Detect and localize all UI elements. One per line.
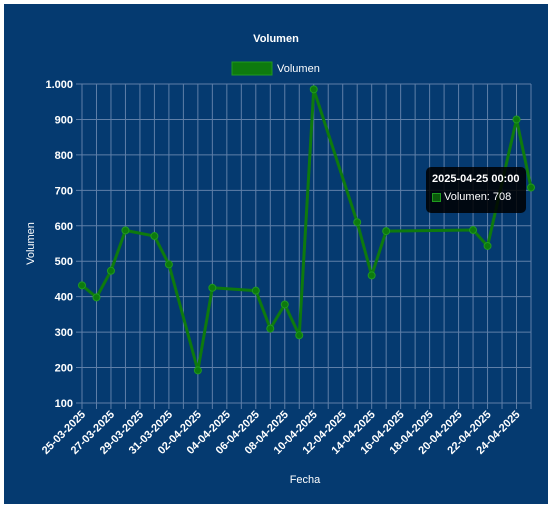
legend-label: Volumen xyxy=(277,63,320,75)
data-point xyxy=(150,232,159,241)
data-point xyxy=(193,366,202,375)
series-line-volumen xyxy=(81,87,533,372)
data-point xyxy=(309,85,318,94)
data-point xyxy=(353,218,362,227)
x-axis-title: Fecha xyxy=(290,474,321,486)
y-tick-label: 200 xyxy=(55,363,73,375)
y-tick-label: 600 xyxy=(55,221,73,233)
y-tick-label: 500 xyxy=(55,256,73,268)
data-point xyxy=(280,300,289,309)
y-tick-label: 900 xyxy=(55,114,73,126)
y-tick-label: 400 xyxy=(55,292,73,304)
data-point xyxy=(121,226,130,235)
y-tick-label: 700 xyxy=(55,185,73,197)
chart-tooltip: 2025-04-25 00:00 Volumen: 708 xyxy=(426,167,526,213)
data-point xyxy=(106,266,115,275)
chart-title: Volumen xyxy=(253,33,299,45)
data-point xyxy=(266,324,275,333)
legend-swatch xyxy=(231,61,273,76)
y-tick-label: 800 xyxy=(55,150,73,162)
chart-container: Volumen Volumen 1.000 900 800 700 600 500 400 300… xyxy=(4,4,548,504)
y-tick-label: 1.000 xyxy=(45,79,73,91)
line-chart: Volumen Volumen 1.000 900 800 700 600 500 400 300… xyxy=(25,33,535,486)
y-tick-label: 300 xyxy=(55,327,73,339)
tooltip-swatch xyxy=(432,192,441,202)
data-point xyxy=(367,271,376,280)
data-point xyxy=(512,115,521,124)
data-point xyxy=(483,241,492,250)
tooltip-title: 2025-04-25 00:00 xyxy=(432,173,520,185)
data-point xyxy=(92,293,101,302)
data-point xyxy=(469,226,478,235)
data-point xyxy=(251,286,260,295)
tooltip-label: Volumen: 708 xyxy=(444,191,512,203)
data-point xyxy=(208,283,217,292)
data-point xyxy=(527,183,535,192)
data-point xyxy=(382,227,391,236)
data-point xyxy=(78,281,86,290)
data-point xyxy=(295,331,304,340)
y-axis-title: Volumen xyxy=(25,222,37,265)
data-point xyxy=(164,260,173,269)
y-tick-label: 100 xyxy=(55,398,73,410)
